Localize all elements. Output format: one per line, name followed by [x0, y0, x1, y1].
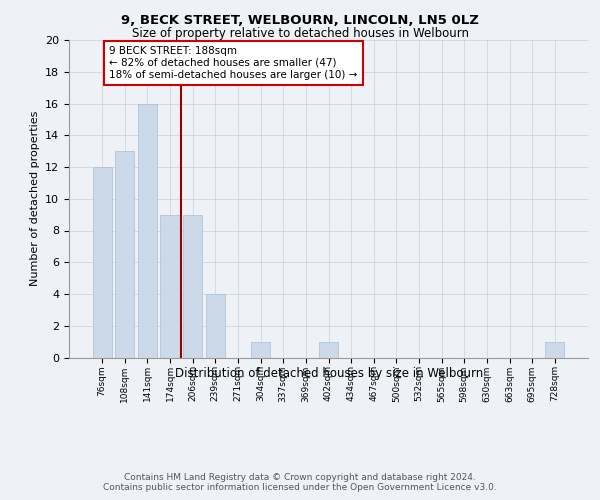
- Text: 9, BECK STREET, WELBOURN, LINCOLN, LN5 0LZ: 9, BECK STREET, WELBOURN, LINCOLN, LN5 0…: [121, 14, 479, 27]
- Bar: [92, 167, 112, 358]
- Text: 9 BECK STREET: 188sqm
← 82% of detached houses are smaller (47)
18% of semi-deta: 9 BECK STREET: 188sqm ← 82% of detached …: [109, 46, 358, 80]
- Bar: [206, 294, 225, 358]
- Bar: [319, 342, 338, 357]
- Bar: [251, 342, 270, 357]
- Bar: [545, 342, 565, 357]
- Text: Contains HM Land Registry data © Crown copyright and database right 2024.
Contai: Contains HM Land Registry data © Crown c…: [103, 472, 497, 492]
- Y-axis label: Number of detached properties: Number of detached properties: [29, 111, 40, 286]
- Text: Size of property relative to detached houses in Welbourn: Size of property relative to detached ho…: [131, 28, 469, 40]
- Bar: [183, 214, 202, 358]
- Bar: [160, 214, 180, 358]
- Text: Distribution of detached houses by size in Welbourn: Distribution of detached houses by size …: [175, 368, 483, 380]
- Bar: [115, 151, 134, 358]
- Bar: [138, 104, 157, 358]
